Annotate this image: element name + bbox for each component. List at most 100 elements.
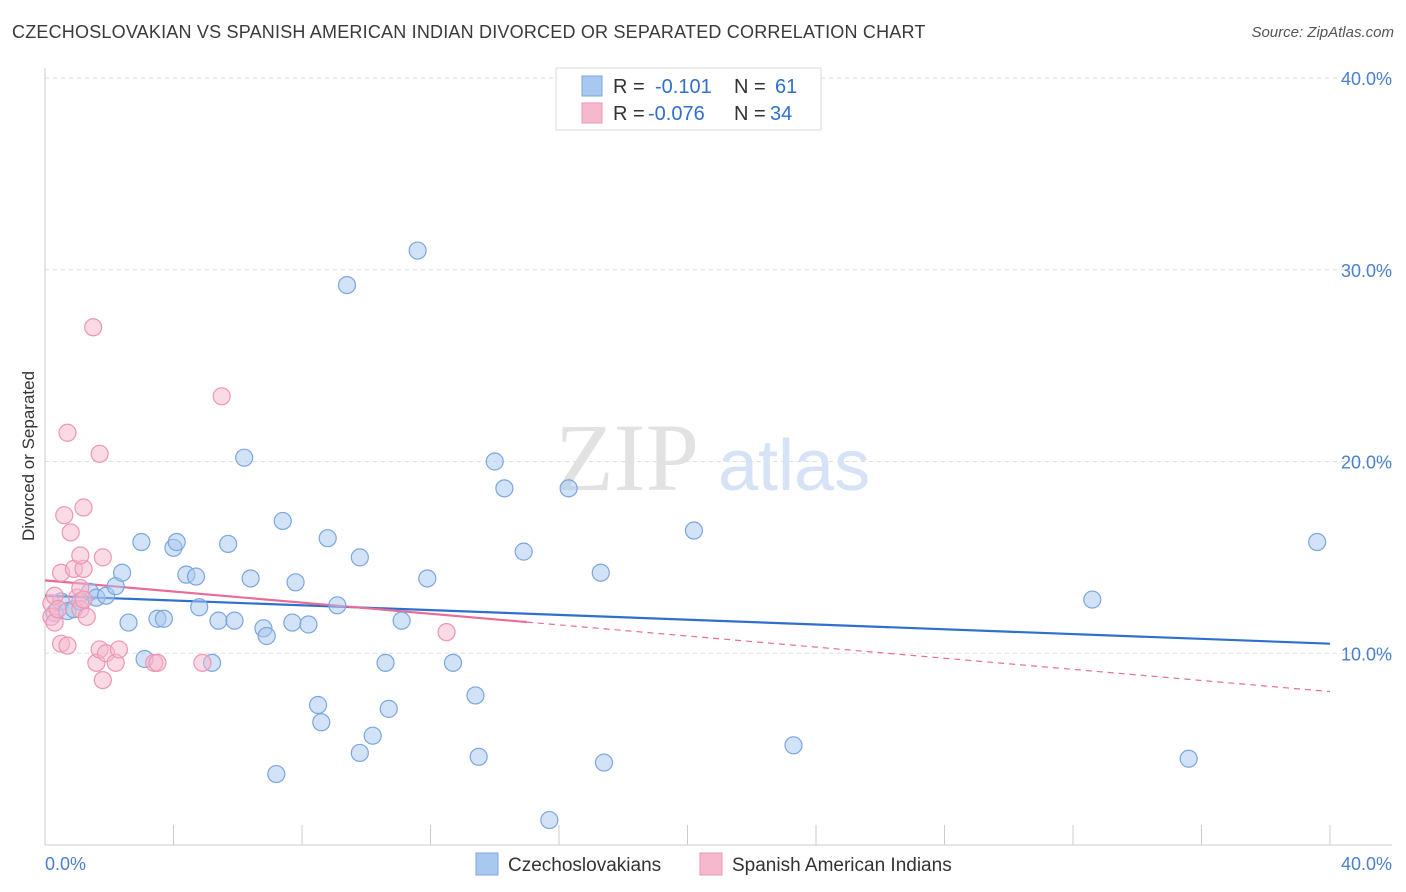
sai-point-18 <box>74 498 93 517</box>
czech-point-10 <box>119 613 138 632</box>
czech-point-41 <box>376 653 395 672</box>
trend-line-czechoslovakians <box>44 594 1331 645</box>
watermark: ZIP atlas <box>555 404 870 511</box>
czech-point-9 <box>112 563 132 582</box>
sai-point-16 <box>71 546 90 565</box>
czech-point-11 <box>132 532 151 552</box>
trend-line-sai-solid <box>44 579 527 624</box>
watermark-atlas: atlas <box>718 426 870 506</box>
chart-title: CZECHOSLOVAKIAN VS SPANISH AMERICAN INDI… <box>12 22 926 42</box>
czech-point-19 <box>190 598 209 617</box>
y-tick-labels: 10.0% 20.0% 30.0% 40.0% <box>1341 69 1392 664</box>
series-spanish-american-indians <box>42 318 456 690</box>
legend-swatch-blue <box>581 75 603 97</box>
czech-point-55 <box>594 753 614 772</box>
czech-point-49 <box>485 452 504 471</box>
trend-line-sai-dashed <box>526 621 1331 693</box>
czech-point-54 <box>591 563 610 582</box>
czech-point-52 <box>540 810 559 830</box>
czech-point-46 <box>443 653 463 672</box>
sai-point-4 <box>48 600 67 619</box>
czech-point-56 <box>684 521 704 540</box>
grid-lines <box>45 77 1392 654</box>
czech-point-23 <box>225 611 244 630</box>
legend-r-label-1: R = <box>613 76 645 98</box>
czech-point-48 <box>469 747 488 766</box>
sai-point-17 <box>74 590 93 609</box>
sai-point-19 <box>77 607 96 626</box>
legend-n-label-1: N = <box>734 76 766 98</box>
x-tick-label-1: 40.0% <box>1341 854 1392 874</box>
czech-point-53 <box>559 479 578 498</box>
czech-point-18 <box>186 567 206 586</box>
czech-point-50 <box>495 479 514 498</box>
czech-point-47 <box>466 686 485 705</box>
czech-point-34 <box>312 713 331 732</box>
czech-point-30 <box>283 613 302 632</box>
czech-point-38 <box>350 548 369 567</box>
legend-r-value-2: -0.076 <box>648 103 705 125</box>
sai-point-24 <box>93 548 112 567</box>
czech-point-39 <box>350 743 369 763</box>
x-tick-labels: 0.0% 40.0% <box>45 854 1392 874</box>
sai-point-28 <box>109 640 128 659</box>
czech-point-27 <box>257 626 276 646</box>
series-legend: Czechoslovakians Spanish American Indian… <box>475 852 952 876</box>
czech-point-29 <box>273 511 292 531</box>
czech-point-24 <box>235 448 254 467</box>
y-tick-label-1: 20.0% <box>1341 453 1392 473</box>
sai-point-20 <box>84 318 103 337</box>
sai-point-32 <box>212 387 231 406</box>
czech-point-25 <box>241 569 260 588</box>
x-tick-label-0: 0.0% <box>45 854 86 874</box>
trend-lines <box>44 579 1331 693</box>
czech-point-57 <box>784 736 803 755</box>
sai-point-25 <box>93 670 112 690</box>
czech-point-28 <box>267 764 286 784</box>
sai-point-9 <box>58 423 77 442</box>
bottom-legend-swatch-blue <box>475 852 499 876</box>
sai-point-23 <box>90 444 109 463</box>
czech-point-37 <box>337 275 357 295</box>
source-label: Source: ZipAtlas.com <box>1251 24 1394 41</box>
czech-point-58 <box>1083 590 1102 609</box>
czech-point-59 <box>1179 749 1198 768</box>
czech-point-40 <box>363 726 382 745</box>
czech-point-32 <box>299 615 318 634</box>
legend-n-value-1: 61 <box>775 76 797 98</box>
czech-point-35 <box>318 529 337 548</box>
legend-swatch-pink <box>581 102 603 124</box>
y-tick-label-3: 40.0% <box>1341 69 1392 89</box>
watermark-zip: ZIP <box>555 404 699 511</box>
sai-point-7 <box>55 506 74 525</box>
czech-point-51 <box>514 542 533 561</box>
sai-point-10 <box>61 523 80 542</box>
bottom-legend-swatch-pink <box>699 852 723 876</box>
y-tick-label-0: 10.0% <box>1341 644 1392 664</box>
series-czechoslovakians <box>45 241 1327 830</box>
legend-r-label-2: R = <box>613 103 645 125</box>
axes <box>44 68 1392 846</box>
bottom-legend-label-2: Spanish American Indians <box>732 855 952 876</box>
czech-point-22 <box>219 534 238 554</box>
sai-point-31 <box>193 653 212 672</box>
y-tick-label-2: 30.0% <box>1341 261 1392 281</box>
sai-point-33 <box>437 623 456 642</box>
czech-point-31 <box>286 573 305 592</box>
sai-point-30 <box>148 653 167 672</box>
bottom-legend-label-1: Czechoslovakians <box>508 855 661 876</box>
sai-point-8 <box>58 636 77 655</box>
legend-n-label-2: N = <box>734 103 766 125</box>
czech-point-36 <box>328 596 347 615</box>
czech-point-43 <box>392 611 411 630</box>
legend-r-value-1: -0.101 <box>655 76 712 98</box>
czech-point-42 <box>379 699 398 718</box>
czech-point-33 <box>308 695 328 715</box>
czech-point-44 <box>408 241 427 260</box>
czech-point-16 <box>167 532 186 552</box>
czech-point-60 <box>1308 532 1327 552</box>
stats-legend: R = -0.101 N = 61 R = -0.076 N = 34 <box>555 67 822 131</box>
legend-n-value-2: 34 <box>770 103 792 125</box>
czech-point-14 <box>154 609 173 628</box>
